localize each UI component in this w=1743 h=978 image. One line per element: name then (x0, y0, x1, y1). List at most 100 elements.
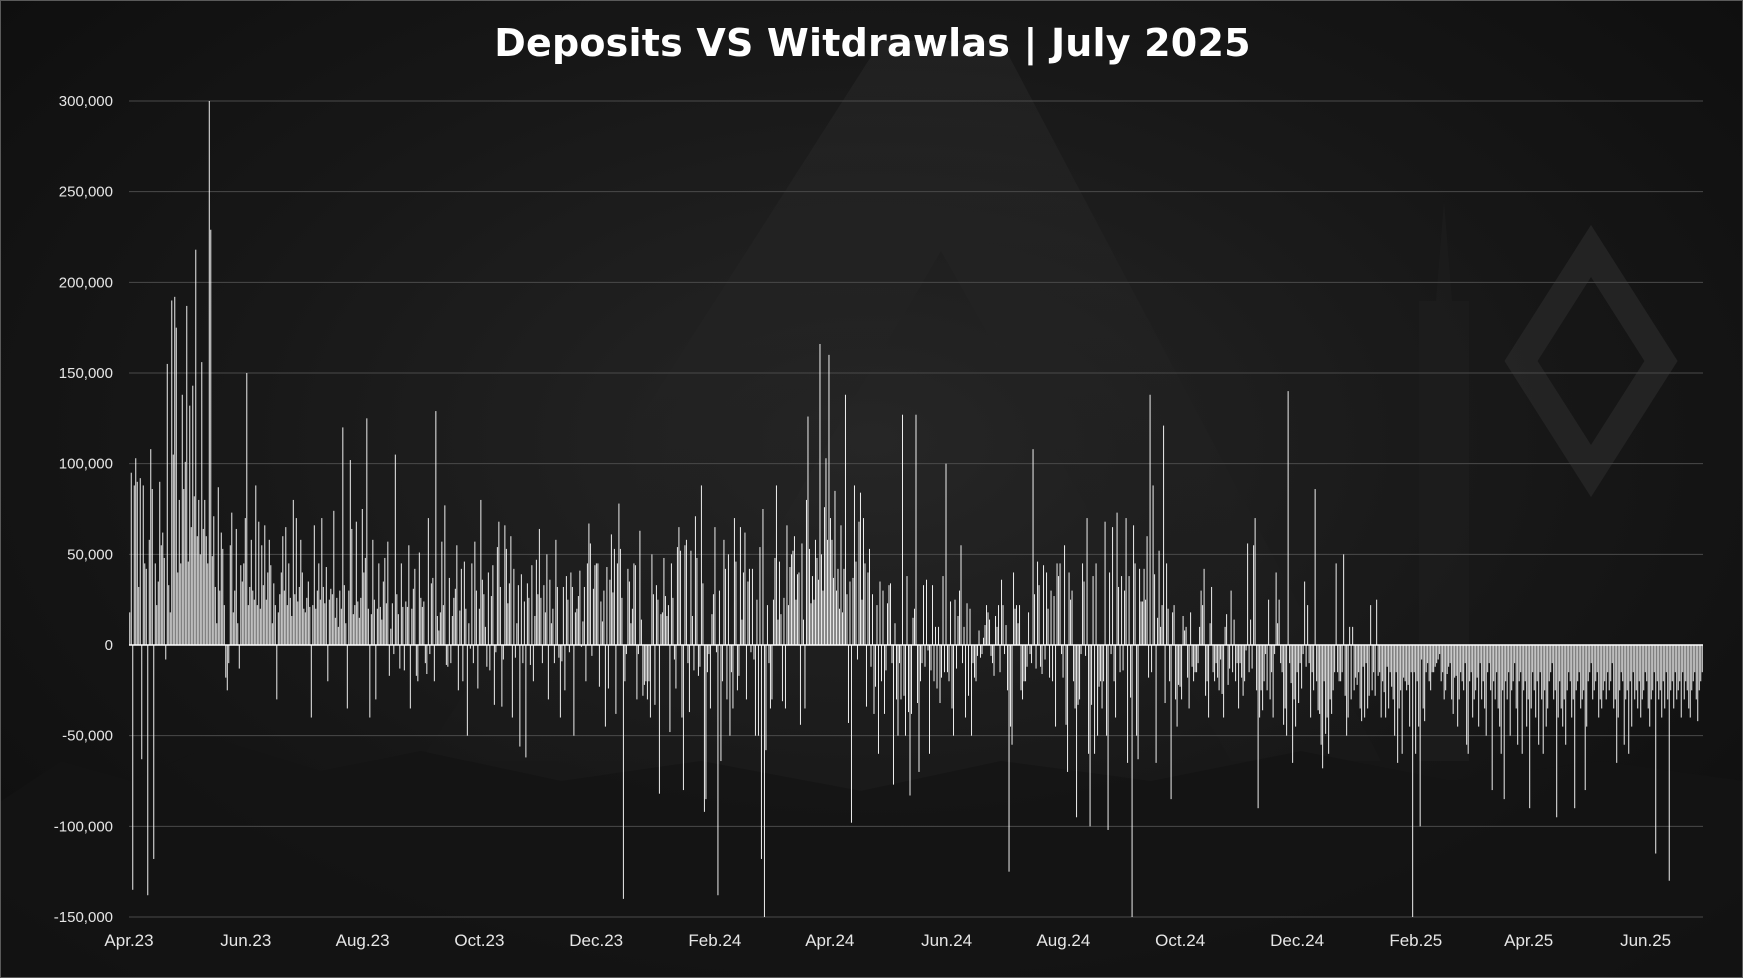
bar (1544, 645, 1546, 691)
bar (487, 572, 489, 645)
bar (1436, 645, 1438, 664)
bar (1317, 645, 1319, 711)
bar (586, 563, 588, 645)
bar (1488, 645, 1490, 664)
bar (1382, 645, 1384, 682)
bar (402, 606, 404, 645)
bar (1385, 645, 1387, 718)
bar (615, 645, 617, 714)
bar (1556, 645, 1558, 818)
bar (882, 590, 884, 645)
bar (651, 554, 653, 645)
bar (939, 645, 941, 704)
bar (484, 626, 486, 645)
bar (1400, 645, 1402, 691)
bar (630, 623, 632, 645)
bar (990, 645, 992, 656)
bar (520, 574, 522, 645)
bar (1695, 645, 1697, 700)
bar (478, 608, 480, 645)
bar (1232, 645, 1234, 673)
bar (865, 645, 867, 707)
bar (1262, 645, 1264, 711)
bar (619, 548, 621, 645)
bar (1151, 645, 1153, 673)
bar (1577, 645, 1579, 682)
bar (154, 563, 156, 645)
y-axis-tick-labels: 300,000 250,000 200,000 150,000 100,000 50,00… (54, 93, 113, 926)
bar (597, 563, 599, 645)
bar (276, 645, 278, 700)
bar (310, 645, 312, 718)
bar (796, 574, 798, 645)
bar (637, 645, 639, 655)
bar (319, 599, 321, 645)
bar (228, 645, 230, 664)
bar (1590, 645, 1592, 664)
bar (259, 608, 261, 645)
bar (1121, 576, 1123, 645)
bar (846, 594, 848, 645)
bar (1589, 645, 1591, 673)
bar (261, 545, 263, 645)
bar (762, 509, 764, 645)
bar (1476, 645, 1478, 678)
bar (721, 645, 723, 682)
bar (708, 645, 710, 655)
bar (1070, 599, 1072, 645)
bar (766, 605, 768, 645)
bar (1685, 645, 1687, 682)
bar (1598, 645, 1600, 718)
bar (808, 548, 810, 645)
bar (969, 608, 971, 645)
bar (780, 614, 782, 645)
bar (1481, 645, 1483, 700)
bar (273, 583, 275, 645)
bar (1686, 645, 1688, 691)
bar (1200, 590, 1202, 645)
bar (1472, 645, 1474, 718)
bar (363, 572, 365, 645)
bar (738, 645, 740, 676)
bar (286, 605, 288, 645)
bar (1535, 645, 1537, 718)
bar (1347, 645, 1349, 718)
bar (747, 581, 749, 645)
bar (1137, 645, 1139, 760)
bar (1044, 645, 1046, 660)
bar (735, 561, 737, 645)
bar (1068, 572, 1070, 645)
bar (189, 405, 191, 645)
bar (543, 585, 545, 645)
bar (475, 590, 477, 645)
bar (870, 645, 872, 667)
bar (1343, 554, 1345, 645)
bar (1029, 645, 1031, 655)
bar (1586, 645, 1588, 727)
bar (1023, 645, 1025, 682)
bar (379, 606, 381, 645)
bar (1605, 645, 1607, 700)
bar (465, 608, 467, 645)
bar (699, 645, 701, 667)
bar (450, 645, 452, 664)
bar (1667, 645, 1669, 700)
bar (1478, 645, 1480, 727)
bar (966, 603, 968, 645)
bar (1680, 645, 1682, 718)
y-tick-label: 100,000 (59, 456, 113, 473)
bar (1172, 612, 1174, 645)
bar (174, 296, 176, 645)
bar (1059, 563, 1061, 645)
bar (1008, 645, 1010, 872)
bar (1274, 645, 1276, 655)
bar (1178, 645, 1180, 685)
bar (547, 645, 549, 700)
bar (1181, 645, 1183, 700)
bar (244, 518, 246, 645)
bar (888, 585, 890, 645)
bar (609, 579, 611, 645)
bar (1275, 572, 1277, 645)
bar (978, 630, 980, 645)
bar (1046, 572, 1048, 645)
